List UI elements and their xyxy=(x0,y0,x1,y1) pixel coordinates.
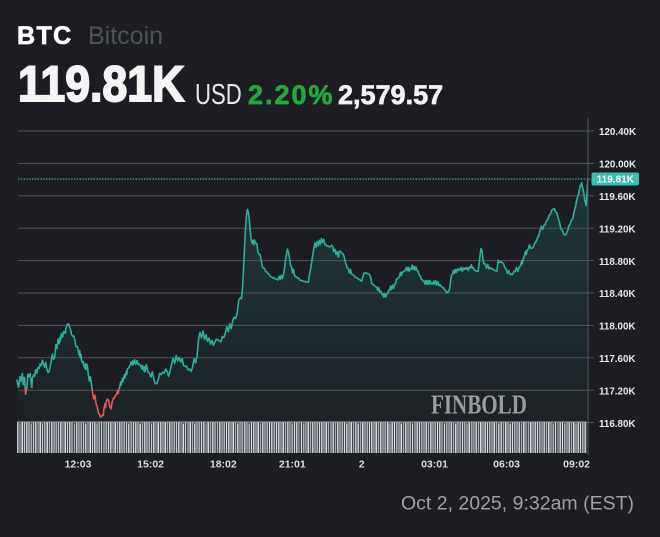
svg-text:118.00K: 118.00K xyxy=(599,322,636,333)
svg-text:119.20K: 119.20K xyxy=(599,224,636,235)
svg-text:Oct 2, 2025, 9:32am (EST): Oct 2, 2025, 9:32am (EST) xyxy=(401,493,634,515)
svg-text:USD: USD xyxy=(195,79,242,110)
svg-text:FINBOLD: FINBOLD xyxy=(431,390,527,420)
svg-text:116.80K: 116.80K xyxy=(599,419,636,430)
svg-text:06:03: 06:03 xyxy=(493,459,520,471)
svg-text:118.40K: 118.40K xyxy=(599,289,636,300)
svg-text:15:02: 15:02 xyxy=(137,459,164,471)
svg-text:120.40K: 120.40K xyxy=(599,127,636,138)
svg-text:117.20K: 117.20K xyxy=(599,386,636,397)
svg-text:119.81K: 119.81K xyxy=(18,57,184,113)
svg-text:2.20%: 2.20% xyxy=(248,80,335,110)
svg-text:119.60K: 119.60K xyxy=(599,192,636,203)
svg-text:Bitcoin: Bitcoin xyxy=(88,22,163,50)
svg-text:21:01: 21:01 xyxy=(279,459,306,471)
svg-text:119.81K: 119.81K xyxy=(597,175,635,186)
svg-text:2: 2 xyxy=(359,459,365,471)
svg-text:03:01: 03:01 xyxy=(421,459,448,471)
svg-text:118.80K: 118.80K xyxy=(599,257,636,268)
svg-text:2,579.57: 2,579.57 xyxy=(338,80,443,110)
svg-text:BTC: BTC xyxy=(17,22,73,50)
svg-text:12:03: 12:03 xyxy=(65,459,92,471)
svg-text:120.00K: 120.00K xyxy=(599,160,636,171)
svg-text:09:02: 09:02 xyxy=(563,459,590,471)
svg-text:18:02: 18:02 xyxy=(210,459,237,471)
svg-text:117.60K: 117.60K xyxy=(599,354,636,365)
